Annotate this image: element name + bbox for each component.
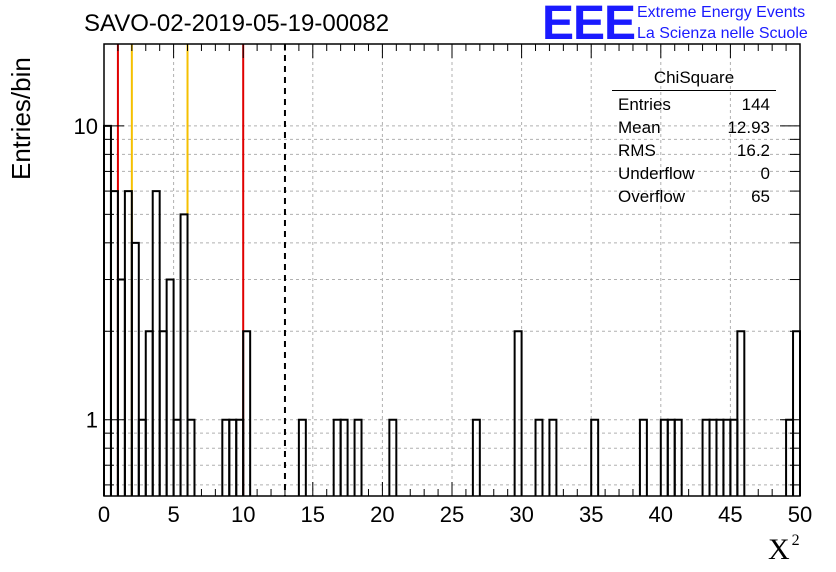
stats-row-rms: RMS 16.2	[618, 141, 770, 160]
histogram-bin	[339, 418, 349, 496]
logo-line-2: La Scienza nelle Scuole	[637, 25, 808, 42]
x-tick-label: 40	[649, 502, 673, 527]
histogram-bin	[513, 330, 523, 496]
histogram-bin	[179, 213, 189, 496]
histogram-bin	[297, 418, 307, 496]
x-tick-label: 10	[231, 502, 255, 527]
histogram-bin	[165, 278, 175, 496]
histogram-bin	[144, 330, 154, 496]
histogram-bin	[123, 190, 133, 496]
histogram-bin	[130, 241, 140, 496]
stats-box: ChiSquare Entries 144 Mean 12.93 RMS 16.2 U…	[612, 68, 776, 208]
x-tick-label: 20	[370, 502, 394, 527]
stats-row-mean: Mean 12.93	[618, 118, 770, 137]
x-tick-label: 15	[301, 502, 325, 527]
x-tick-label: 30	[509, 502, 533, 527]
chart-title: SAVO-02-2019-05-19-00082	[84, 10, 390, 37]
histogram-bin	[186, 418, 196, 496]
x-tick-label: 0	[98, 502, 110, 527]
y-tick-label: 1	[86, 408, 98, 433]
x-tick-label: 45	[718, 502, 742, 527]
histogram-bin	[116, 278, 126, 496]
histogram-bin	[388, 418, 398, 496]
histogram-bin	[158, 330, 168, 496]
y-axis-label: Entries/bin	[6, 57, 36, 180]
logo-line-1: Extreme Energy Events	[637, 4, 806, 21]
histogram-bin	[242, 330, 252, 496]
histogram-bin	[471, 418, 481, 496]
x-tick-label: 50	[788, 502, 812, 527]
histogram-bin	[151, 190, 161, 496]
histogram-bin	[638, 418, 648, 496]
histogram-bin	[792, 330, 801, 496]
y-tick-label: 10	[74, 114, 98, 139]
histogram-bin	[736, 330, 746, 496]
histogram-bin	[109, 190, 119, 496]
histogram-bin	[590, 418, 600, 496]
x-tick-label: 35	[579, 502, 603, 527]
histogram-bin	[548, 418, 558, 496]
histogram-bin	[103, 124, 112, 496]
stats-row-overflow: Overflow 65	[618, 187, 770, 206]
stats-row-underflow: Underflow 0	[618, 164, 770, 183]
stats-row-entries: Entries 144	[618, 95, 770, 114]
eee-logo-mark: EEE	[542, 0, 636, 50]
histogram-bin	[673, 418, 683, 496]
histogram-bin	[534, 418, 544, 496]
stats-box-title: ChiSquare	[612, 68, 776, 91]
x-tick-label: 5	[167, 502, 179, 527]
histogram-bin	[353, 418, 363, 496]
x-tick-label: 25	[440, 502, 464, 527]
